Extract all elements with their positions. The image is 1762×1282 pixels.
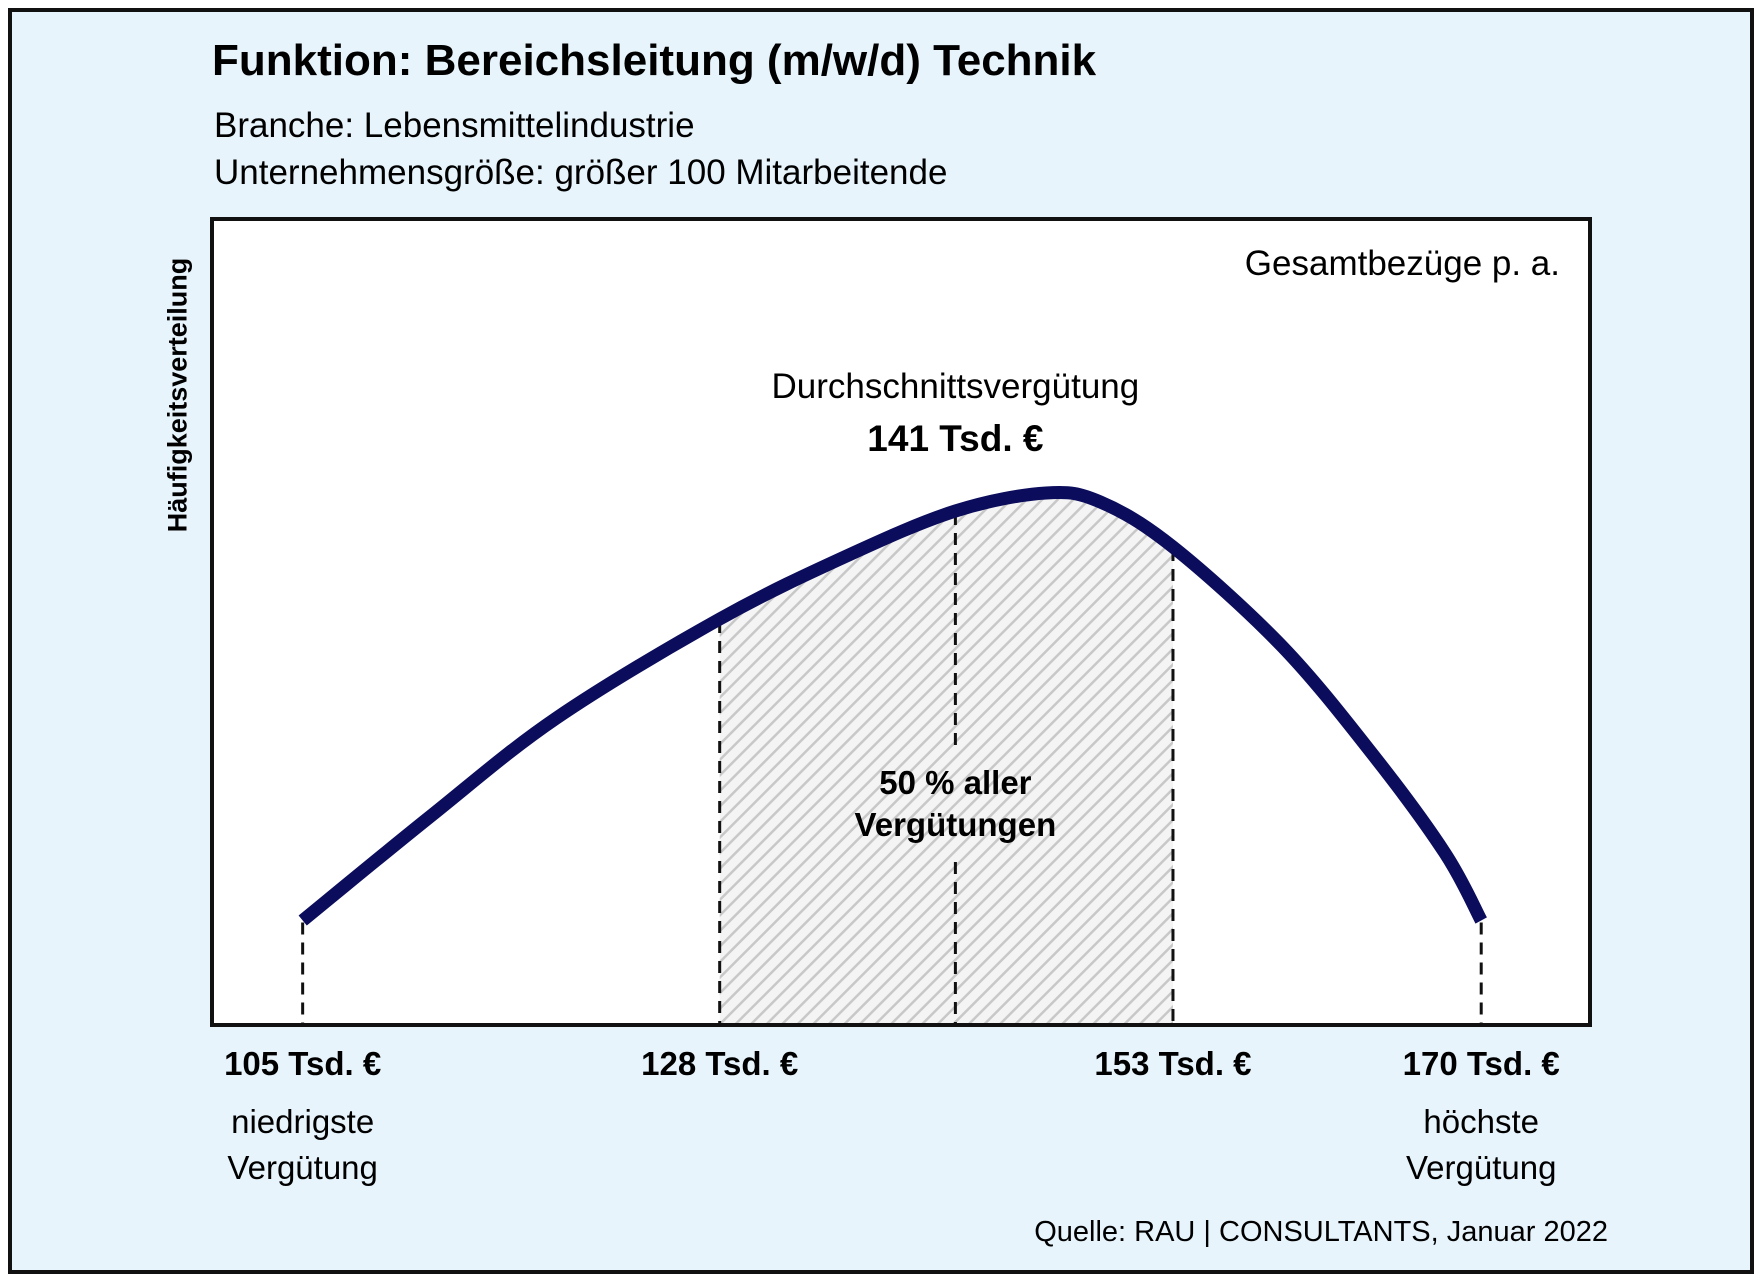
company-size-subtitle: Unternehmensgröße: größer 100 Mitarbeite…	[214, 153, 948, 192]
average-value: 141 Tsd. €	[867, 418, 1043, 459]
average-label: Durchschnittsvergütung	[772, 367, 1140, 406]
distribution-curve	[298, 486, 1487, 926]
tick-label: 105 Tsd. €	[224, 1045, 381, 1082]
tick-label: 128 Tsd. €	[641, 1045, 798, 1082]
source-note: Quelle: RAU | CONSULTANTS, Januar 2022	[1034, 1216, 1608, 1248]
shaded-range-50-percent	[719, 492, 1173, 1023]
tick-description: Vergütung	[1406, 1149, 1556, 1186]
chart-title: Funktion: Bereichsleitung (m/w/d) Techni…	[212, 36, 1097, 85]
industry-subtitle: Branche: Lebensmittelindustrie	[214, 106, 695, 145]
tick-description: höchste	[1423, 1103, 1539, 1140]
plot-title: Gesamtbezüge p. a.	[1245, 244, 1560, 283]
tick-label: 170 Tsd. €	[1403, 1045, 1560, 1082]
shaded-range-label: 50 % aller	[879, 764, 1031, 801]
shaded-range-label: Vergütungen	[855, 806, 1057, 843]
tick-label: 153 Tsd. €	[1094, 1045, 1251, 1082]
tick-description: niedrigste	[231, 1103, 374, 1140]
tick-description: Vergütung	[227, 1149, 377, 1186]
